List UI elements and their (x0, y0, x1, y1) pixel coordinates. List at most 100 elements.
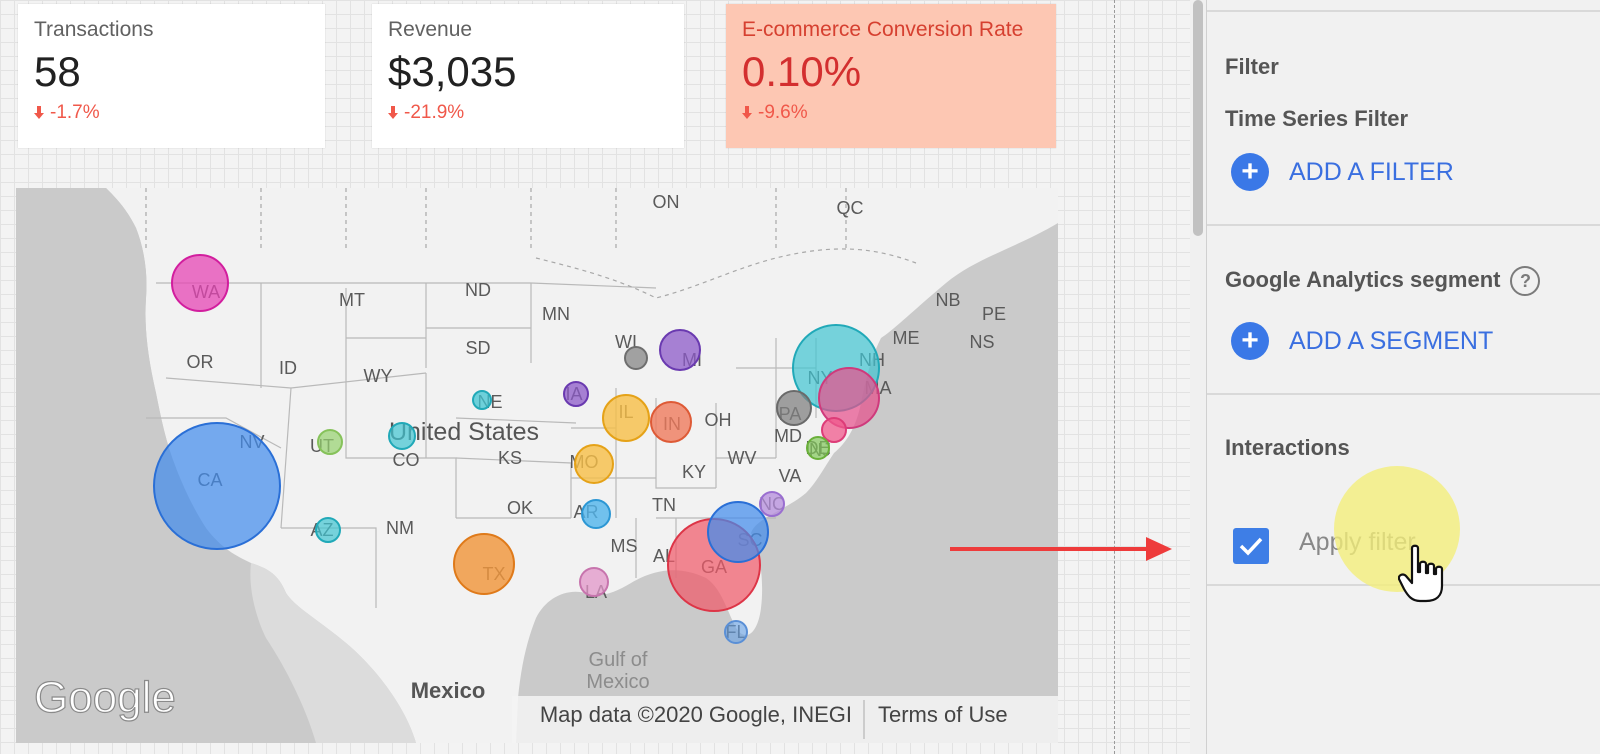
bubble-in[interactable] (650, 401, 692, 443)
land-area (16, 188, 1058, 743)
state-label: MN (542, 304, 570, 324)
bubble-mo[interactable] (574, 444, 614, 484)
canvas-scrollbar[interactable] (1190, 0, 1206, 754)
region-label: QC (837, 198, 864, 218)
bubble-tx[interactable] (453, 533, 515, 595)
geo-map[interactable]: MT ND MN SD WY ID OR NV UT CO KS OK NM T… (16, 188, 1058, 743)
region-label: NS (969, 332, 994, 352)
scorecard-value: $3,035 (388, 48, 517, 95)
bubble-la[interactable] (579, 567, 609, 597)
bubble-ia[interactable] (563, 381, 589, 407)
region-label-group: ON QC NB PE NS (653, 192, 1007, 352)
scorecard-change-text: -1.7% (50, 102, 100, 123)
state-label: TN (652, 495, 676, 515)
gulf-label-line2: Mexico (586, 671, 649, 693)
scorecard-change-text: -21.9% (404, 102, 465, 123)
state-label: KY (682, 462, 706, 482)
state-label: NM (386, 518, 414, 538)
bubble-sc[interactable] (707, 501, 769, 563)
divider (1207, 10, 1600, 12)
state-label: MS (611, 536, 638, 556)
state-label: VA (779, 466, 802, 486)
red-arrow-annotation (950, 537, 1172, 561)
bubble-ut[interactable] (317, 429, 343, 455)
filter-heading: Filter (1225, 54, 1279, 79)
region-label: NB (935, 290, 960, 310)
region-label: PE (982, 304, 1006, 324)
attribution-bar (512, 696, 1058, 743)
mexico-label: Mexico (411, 678, 486, 703)
state-label: SD (465, 338, 490, 358)
bubble-nc[interactable] (759, 491, 785, 517)
map-svg: MT ND MN SD WY ID OR NV UT CO KS OK NM T… (16, 188, 1058, 743)
bubble-az[interactable] (315, 517, 341, 543)
pacific-ocean (16, 188, 206, 528)
state-label: ID (279, 358, 297, 378)
bubble-ma[interactable] (818, 367, 880, 429)
bubble-ne[interactable] (472, 390, 492, 410)
add-filter-label: ADD A FILTER (1289, 157, 1454, 186)
plus-circle-icon: + (1231, 153, 1269, 191)
bubble-co[interactable] (388, 422, 416, 450)
add-segment-button[interactable]: + ADD A SEGMENT (1231, 322, 1493, 360)
segment-heading: Google Analytics segment (1225, 266, 1501, 292)
state-label: MD (774, 426, 802, 446)
gulf-label-line1: Gulf of (589, 649, 648, 671)
plus-circle-icon: + (1231, 322, 1269, 360)
bubble-fl[interactable] (724, 620, 748, 644)
add-filter-button[interactable]: + ADD A FILTER (1231, 153, 1454, 191)
state-label: OK (507, 498, 533, 518)
google-logo: Google (34, 673, 176, 722)
state-label: ND (465, 280, 491, 300)
bubble-pa[interactable] (776, 390, 812, 426)
state-label: OH (705, 410, 732, 430)
properties-panel: Filter Time Series Filter + ADD A FILTER… (1206, 0, 1600, 754)
state-label: CO (393, 450, 420, 470)
scorecard-transactions[interactable]: Transactions 58 -1.7% (18, 4, 325, 148)
checkmark-icon (1239, 537, 1263, 556)
bubble-ar[interactable] (581, 499, 611, 529)
apply-filter-checkbox[interactable] (1233, 528, 1269, 564)
add-segment-label: ADD A SEGMENT (1289, 326, 1494, 355)
state-label: WY (364, 366, 393, 386)
region-label: ON (653, 192, 680, 212)
scorecard-change: -21.9% (388, 102, 668, 124)
state-label: WV (728, 448, 757, 468)
scorecard-revenue[interactable]: Revenue $3,035 -21.9% (372, 4, 684, 148)
down-arrow-icon (34, 106, 44, 119)
help-icon[interactable]: ? (1510, 266, 1541, 296)
scrollbar-thumb[interactable] (1193, 0, 1203, 236)
scorecard-label: Transactions (34, 18, 154, 41)
scorecard-change-text: -9.6% (758, 102, 808, 123)
bubble-il[interactable] (602, 394, 650, 442)
divider (1207, 393, 1600, 395)
scorecard-conversion-rate[interactable]: E-commerce Conversion Rate 0.10% -9.6% (726, 4, 1056, 148)
bubble-mi[interactable] (659, 329, 701, 371)
divider (1207, 224, 1600, 226)
bubble-wa[interactable] (171, 254, 229, 312)
layout-guide-line (1114, 0, 1115, 754)
state-label: OR (187, 352, 214, 372)
baja-region (250, 563, 416, 743)
scorecard-label: E-commerce Conversion Rate (742, 18, 1024, 41)
bubble-layer (153, 254, 880, 644)
country-borders (145, 188, 917, 299)
state-label: ME (893, 328, 920, 348)
state-label: KS (498, 448, 522, 468)
terms-of-use-link[interactable]: Terms of Use (878, 702, 1008, 727)
scorecard-change: -9.6% (742, 102, 1040, 124)
scorecard-value: 58 (34, 48, 81, 95)
bubble-nj[interactable] (821, 417, 847, 443)
scorecard-value: 0.10% (742, 48, 862, 95)
bubble-wi[interactable] (624, 346, 648, 370)
down-arrow-icon (388, 106, 398, 119)
state-label: MT (339, 290, 365, 310)
bubble-ca[interactable] (153, 422, 281, 550)
segment-heading-row: Google Analytics segment? (1225, 266, 1541, 296)
scorecard-label: Revenue (388, 18, 473, 41)
hand-cursor-icon (1398, 544, 1444, 603)
interactions-heading: Interactions (1225, 435, 1350, 460)
map-attribution: Map data ©2020 Google, INEGI (540, 702, 852, 727)
bubble-de[interactable] (806, 436, 830, 460)
scorecard-change: -1.7% (34, 102, 309, 124)
